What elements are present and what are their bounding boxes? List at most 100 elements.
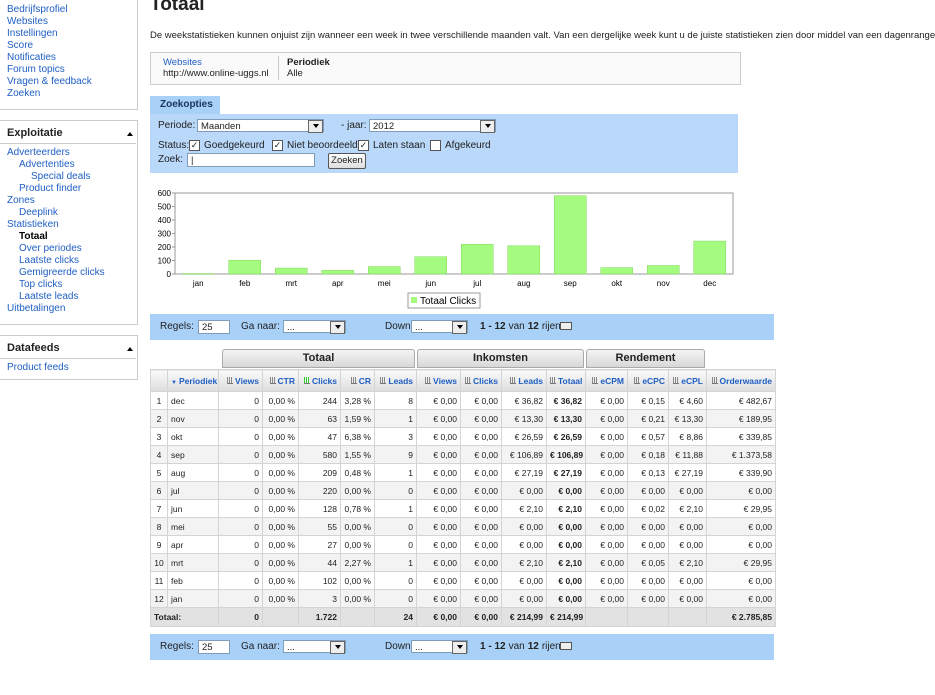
x-tick-label: mei — [378, 279, 391, 288]
nav-link[interactable]: Uitbetalingen — [7, 303, 66, 314]
nav-link[interactable]: Adverteerders — [7, 147, 70, 158]
search-input[interactable]: | — [187, 153, 315, 167]
collapse-icon[interactable] — [127, 347, 133, 351]
table-row: 12 jan 0 0,00 % 3 0,00 % 0 € 0,00 € 0,00 € 0,00 € … — [150, 589, 776, 608]
table-cell: 9 — [374, 445, 417, 464]
search-button[interactable]: Zoeken — [328, 153, 366, 169]
column-header[interactable]: CR — [340, 369, 375, 392]
table-cell: feb — [167, 571, 219, 590]
column-header[interactable]: Views — [218, 369, 263, 392]
column-header[interactable]: eCPL — [668, 369, 707, 392]
column-label: Orderwaarde — [719, 375, 772, 386]
column-header[interactable]: Clicks — [298, 369, 341, 392]
nav-link[interactable]: Product feeds — [7, 362, 69, 373]
table-cell: € 4,60 — [668, 391, 707, 410]
table-cell: € 339,85 — [706, 427, 776, 446]
column-header[interactable]: Leads — [374, 369, 417, 392]
table-cell: € 26,59 — [501, 427, 547, 446]
nav-link[interactable]: Top clicks — [19, 279, 63, 290]
nav-link[interactable]: Profiel — [7, 0, 35, 3]
nav-link[interactable]: Advertenties — [19, 159, 75, 170]
table-cell: € 0,00 — [416, 499, 461, 518]
checkbox[interactable]: ✓ — [358, 140, 369, 151]
nav-link[interactable]: Over periodes — [19, 243, 82, 254]
nav-link[interactable]: Bedrijfsprofiel — [7, 4, 68, 15]
rows-input[interactable]: 25 — [198, 640, 230, 654]
sort-icon: ▼ — [171, 379, 177, 386]
column-header[interactable]: eCPM — [585, 369, 628, 392]
table-cell: € 2,10 — [501, 499, 547, 518]
column-label: eCPC — [642, 375, 665, 386]
range-part: 1 - 12 — [480, 321, 506, 332]
print-icon[interactable] — [560, 642, 572, 650]
table-cell: okt — [167, 427, 219, 446]
nav-link[interactable]: Gemigreerde clicks — [19, 267, 105, 278]
total-cell: 0 — [218, 607, 263, 627]
table-cell: 55 — [298, 517, 341, 536]
table-cell: € 2,10 — [546, 499, 586, 518]
nav-link[interactable]: Product finder — [19, 183, 82, 194]
nav-link[interactable]: Websites — [7, 16, 48, 27]
toolbar-text: Download: — [385, 321, 433, 332]
checkbox[interactable] — [430, 140, 441, 151]
download-select[interactable]: ... — [411, 320, 468, 334]
table-cell: 0 — [218, 553, 263, 572]
checkbox[interactable]: ✓ — [189, 140, 200, 151]
column-header[interactable]: Totaal — [546, 369, 586, 392]
column-header[interactable]: CTR — [262, 369, 299, 392]
column-header[interactable]: eCPC — [627, 369, 669, 392]
table-cell: 6 — [150, 481, 168, 500]
period: Alle — [287, 68, 303, 79]
column-header[interactable]: Orderwaarde — [706, 369, 776, 392]
nav-link[interactable]: Zones — [7, 195, 35, 206]
table-cell: 0,00 % — [262, 481, 299, 500]
nav-link[interactable]: Laatste clicks — [19, 255, 80, 266]
goto-select[interactable]: ... — [283, 640, 346, 654]
period-select[interactable]: Maanden — [197, 119, 324, 133]
arrow — [335, 645, 341, 649]
column-icon — [464, 376, 471, 384]
table-cell: € 0,00 — [460, 589, 502, 608]
total-cell: € 0,00 — [416, 607, 461, 627]
rows-input[interactable]: 25 — [198, 320, 230, 334]
table-cell: € 0,00 — [460, 427, 502, 446]
nav-link[interactable]: Special deals — [31, 171, 91, 182]
legend-swatch — [411, 297, 417, 303]
nav-link[interactable]: Statistieken — [7, 219, 59, 230]
checkbox[interactable]: ✓ — [272, 140, 283, 151]
collapse-icon[interactable] — [127, 132, 133, 136]
table-cell: sep — [167, 445, 219, 464]
nav-link[interactable]: Laatste leads — [19, 291, 79, 302]
table-cell: € 0,00 — [706, 535, 776, 554]
year-select[interactable]: 2012 — [369, 119, 496, 133]
column-header[interactable]: Leads — [501, 369, 547, 392]
table-cell: € 0,00 — [585, 499, 628, 518]
nav-link[interactable]: Deeplink — [19, 207, 58, 218]
nav-link[interactable]: Forum topics — [7, 64, 65, 75]
table-cell: € 0,00 — [585, 571, 628, 590]
table-cell: € 0,00 — [627, 517, 669, 536]
table-cell: € 0,00 — [706, 517, 776, 536]
nav-link[interactable]: Vragen & feedback — [7, 76, 92, 87]
tab[interactable] — [150, 96, 220, 115]
y-tick-label: 500 — [158, 203, 172, 212]
nav-link[interactable]: Totaal — [19, 231, 48, 242]
nav-link[interactable]: Zoeken — [7, 88, 41, 99]
table-cell: 1 — [374, 463, 417, 482]
goto-select[interactable]: ... — [283, 320, 346, 334]
table-cell: € 0,00 — [501, 571, 547, 590]
table-cell: 0 — [374, 535, 417, 554]
arrow — [457, 325, 463, 329]
print-icon[interactable] — [560, 322, 572, 330]
table-cell: 10 — [150, 553, 168, 572]
download-select[interactable]: ... — [411, 640, 468, 654]
column-header[interactable]: Views — [416, 369, 461, 392]
column-header[interactable]: Clicks — [460, 369, 502, 392]
nav-link[interactable]: Score — [7, 40, 34, 51]
nav-link[interactable]: Notificaties — [7, 52, 56, 63]
nav-link[interactable]: Instellingen — [7, 28, 58, 39]
column-header[interactable]: ▼ Periodiek — [167, 369, 219, 392]
websites-link[interactable]: Websites — [163, 57, 202, 68]
table-cell: 1 — [374, 553, 417, 572]
column-label: Views — [235, 375, 259, 386]
